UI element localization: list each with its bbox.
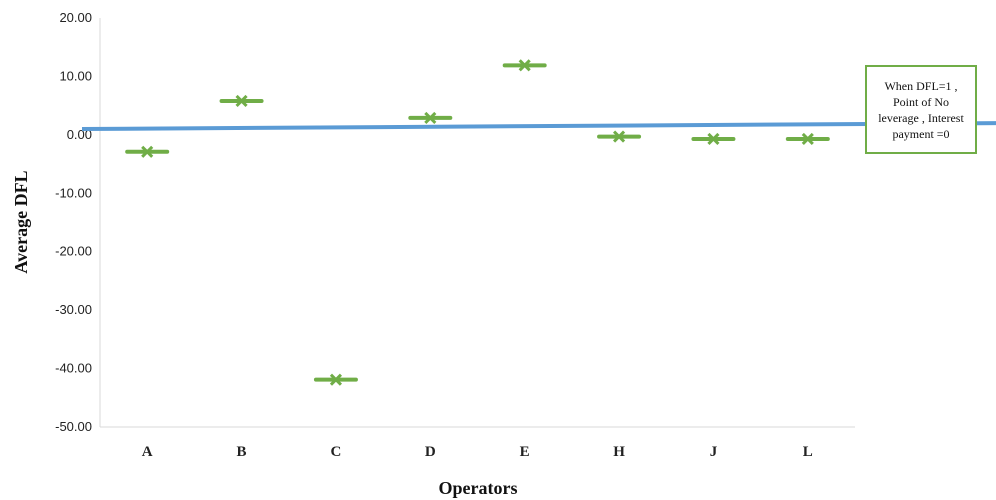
data-point-b [219, 94, 264, 108]
x-tick-label: A [142, 444, 153, 460]
data-points [125, 59, 830, 386]
data-point-x-mark [518, 59, 531, 72]
y-tick-label: 20.00 [59, 10, 92, 25]
data-point-c [313, 373, 358, 386]
data-point-x-mark [329, 373, 342, 386]
data-point-l [785, 132, 830, 146]
y-tick-label: -20.00 [55, 244, 92, 259]
annotation-line: payment =0 [892, 126, 950, 141]
data-point-j [691, 132, 736, 146]
y-tick-labels: 20.0010.000.00-10.00-20.00-30.00-40.00-5… [55, 10, 92, 434]
x-tick-label: H [613, 444, 625, 460]
data-point-x-mark [141, 145, 154, 158]
x-axis-title: Operators [439, 478, 518, 498]
data-point-e [502, 59, 547, 72]
data-point-x-mark [235, 94, 248, 108]
y-axis-title: Average DFL [11, 170, 31, 273]
data-point-d [408, 111, 453, 124]
y-tick-label: -30.00 [55, 302, 92, 317]
annotation-line: When DFL=1 , [884, 78, 958, 93]
data-point-x-mark [801, 132, 814, 146]
y-tick-label: -50.00 [55, 419, 92, 434]
annotation-line: Point of No [892, 94, 949, 109]
annotation-text: When DFL=1 , Point of No leverage , Inte… [878, 78, 964, 142]
x-tick-label: J [710, 444, 718, 460]
x-tick-label: B [237, 444, 247, 460]
data-point-x-mark [613, 130, 626, 143]
x-tick-label: D [425, 444, 436, 460]
y-tick-label: 10.00 [59, 68, 92, 83]
data-point-a [125, 145, 170, 158]
annotation-line: leverage , Interest [878, 110, 964, 125]
x-tick-label: L [803, 444, 813, 460]
x-tick-label: C [331, 444, 342, 460]
y-tick-label: -40.00 [55, 361, 92, 376]
x-tick-label: E [520, 444, 530, 460]
data-point-x-mark [707, 132, 720, 146]
y-tick-label: -10.00 [55, 185, 92, 200]
annotation-box: When DFL=1 , Point of No leverage , Inte… [865, 65, 977, 154]
data-point-h [597, 130, 642, 143]
reference-line [81, 121, 996, 132]
data-point-x-mark [424, 111, 437, 124]
